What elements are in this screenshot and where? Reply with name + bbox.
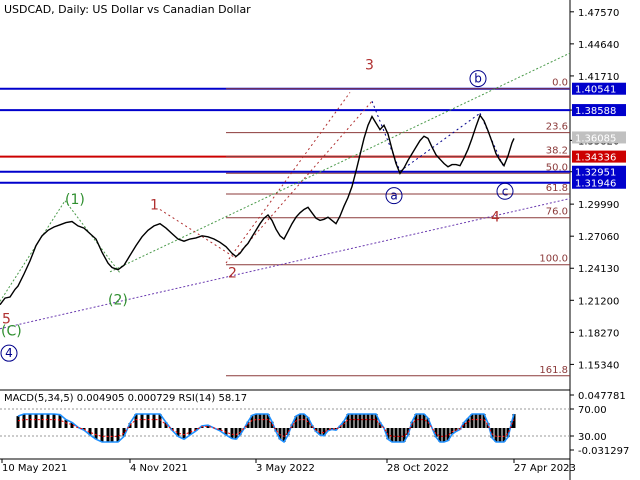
fib-label: 23.6 [546,122,568,133]
y-tick-label: 1.18270 [578,328,619,339]
price-tag [572,150,626,163]
fib-label: 100.0 [539,254,568,265]
fib-label: 0.0 [552,78,568,89]
ind-tick-label: 30.00 [578,432,607,443]
x-tick-label: 4 Nov 2021 [130,463,188,474]
x-tick-label: 3 May 2022 [256,463,315,474]
x-tick-label: 27 Apr 2023 [514,463,576,474]
y-tick-label: 1.29990 [578,200,619,211]
wave-line [64,200,121,274]
wave-label: (1) [65,192,85,208]
current-price-tag [572,131,626,144]
fib-label: 161.8 [539,365,568,376]
wave-label: 2 [228,265,237,281]
wave-label: (2) [108,293,128,309]
wave-line [234,100,373,258]
wave-circle [496,182,514,200]
y-tick-label: 1.47570 [578,8,619,19]
price-tag [572,104,626,117]
wave-line [399,112,481,172]
fib-label: 61.8 [546,183,568,194]
price-tag-label: 1.40541 [575,85,616,96]
price-tag-label: 1.31946 [575,179,616,190]
ind-tick-label: -0.031297 [578,446,629,457]
price-tag-label: 1.34336 [575,153,616,164]
ind-tick-label: 0.047781 [578,391,626,402]
wave-label: c [502,184,509,198]
chart-title: USDCAD, Daily: US Dollar vs Canadian Dol… [4,3,251,16]
y-tick-label: 1.21200 [578,296,619,307]
fib-label: 50.0 [546,162,568,173]
price-tag-label: 1.32951 [575,168,616,179]
x-tick-label: 10 May 2021 [2,463,67,474]
current-price-label: 1.36085 [575,133,616,144]
price-tag-label: 1.38588 [575,106,616,117]
wave-circle [0,344,18,362]
rsi-line [17,413,515,444]
purple-trendline [0,198,571,330]
wave-label: 3 [365,57,374,73]
channel-line [225,92,351,264]
macd-signal-line [17,419,515,437]
wave-label: (C) [1,323,22,339]
price-tag [572,176,626,189]
wave-circle [385,187,403,205]
wave-label: 4 [491,210,500,226]
price-tag [572,165,626,178]
y-tick-label: 1.41710 [578,72,619,83]
y-tick-label: 1.15340 [578,360,619,371]
wave-label: a [390,189,397,203]
macd-histogram [16,414,516,442]
indicator-label: MACD(5,34,5) 0.004905 0.000729 RSI(14) 5… [4,393,248,404]
wave-label: 1 [150,197,159,213]
y-tick-label: 1.24130 [578,264,619,275]
wave-line [0,200,66,302]
price-tag [572,82,626,95]
green-trendline [109,52,571,273]
wave-label: 4 [5,346,13,360]
x-tick-label: 28 Oct 2022 [387,463,449,474]
wave-circle [469,70,487,88]
y-tick-label: 1.44640 [578,40,619,51]
ind-tick-label: 70.00 [578,405,607,416]
y-tick-label: 1.27060 [578,232,619,243]
fib-label: 76.0 [546,207,568,218]
price-line [0,113,515,306]
fib-label: 38.2 [546,145,568,156]
wave-label: b [474,72,482,86]
wave-label: 5 [2,311,11,327]
